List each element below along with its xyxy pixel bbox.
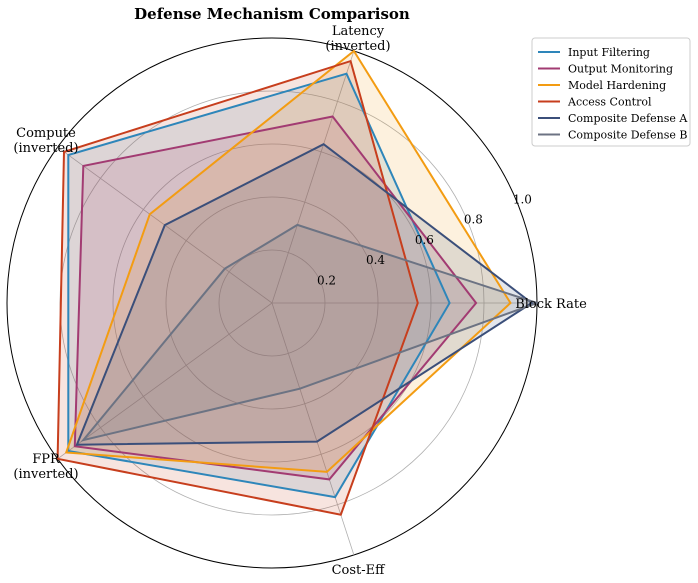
axis-label-fpr: FPR (inverted) <box>13 452 78 482</box>
axis-label-line: Compute <box>16 126 76 141</box>
axis-label-block-rate: Block Rate <box>515 297 587 312</box>
radial-tick-label: 0.6 <box>415 233 434 247</box>
legend-entry-3: Model Hardening <box>568 79 666 92</box>
series-fill-2 <box>74 116 477 480</box>
series-fill-6 <box>83 224 538 441</box>
series-line-3 <box>64 49 512 473</box>
polar-grid <box>6 37 538 569</box>
series-line-5 <box>75 143 534 446</box>
axis-label-line: (inverted) <box>325 39 390 54</box>
radial-tick-label: 1.0 <box>513 192 532 206</box>
series-line-2 <box>73 115 478 481</box>
series-fill-3 <box>66 51 511 472</box>
axis-label-line: Cost-Eff <box>332 563 387 578</box>
axis-label-line: Latency <box>332 24 385 39</box>
series-line-4 <box>56 59 419 516</box>
radial-tick-labels: 0.2 0.4 0.6 0.8 1.0 <box>317 192 532 287</box>
spoke-cost-eff <box>271 302 355 556</box>
chart-title: Defense Mechanism Comparison <box>134 5 410 23</box>
axis-label-line: Block Rate <box>515 297 587 312</box>
radial-tick-label: 0.8 <box>464 213 483 227</box>
legend-entry-5: Composite Defense A <box>568 112 688 125</box>
axis-label-line: (inverted) <box>13 467 78 482</box>
legend-entry-4: Access Control <box>567 96 652 109</box>
spoke-latency <box>271 50 355 304</box>
axis-label-cost-eff: Cost-Eff <box>332 563 387 578</box>
spoke-fpr <box>57 302 273 460</box>
axis-label-line: FPR <box>32 452 61 467</box>
legend-entry-1: Input Filtering <box>568 46 650 59</box>
legend: Input Filtering Output Monitoring Model Ha… <box>531 37 691 147</box>
axis-label-latency: Latency (inverted) <box>325 24 390 54</box>
radial-tick-label: 0.4 <box>366 253 385 267</box>
legend-entry-2: Output Monitoring <box>568 63 673 76</box>
series-line-6 <box>80 223 541 442</box>
series-layer <box>56 49 541 516</box>
legend-box <box>531 37 691 147</box>
series-fill-4 <box>57 61 418 515</box>
series-fill-1 <box>68 73 450 498</box>
radial-tick-label: 0.2 <box>317 273 336 287</box>
axis-label-compute: Compute (inverted) <box>13 126 78 156</box>
legend-entry-6: Composite Defense B <box>568 129 687 142</box>
series-fill-5 <box>76 144 532 445</box>
axis-label-line: (inverted) <box>13 141 78 156</box>
